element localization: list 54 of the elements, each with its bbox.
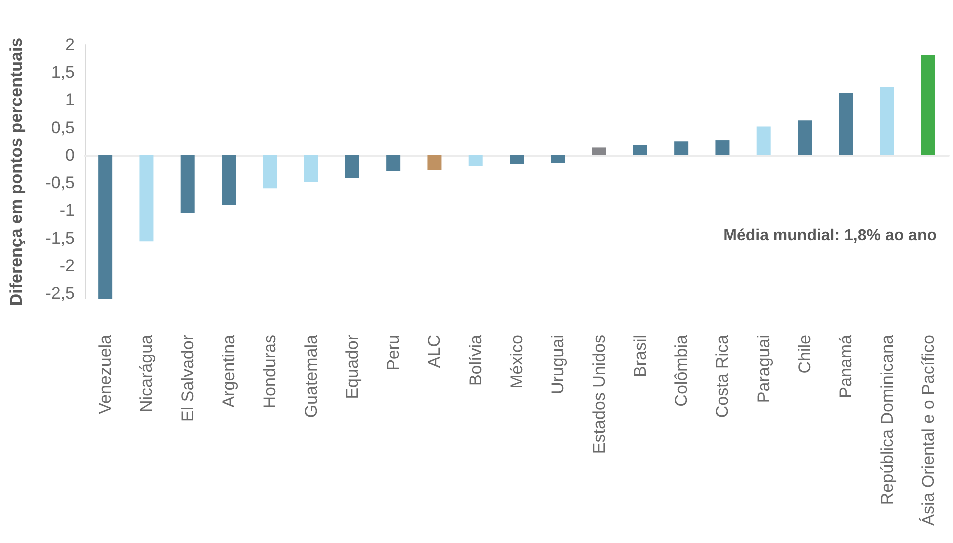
bar (716, 140, 730, 156)
y-tick-label: 1 (66, 90, 75, 110)
x-tick-label: Peru (384, 335, 404, 371)
bar (510, 155, 524, 164)
x-tick-label: Paraguai (754, 335, 774, 404)
bar (798, 120, 812, 156)
x-tick-label: Costa Rica (713, 334, 732, 418)
y-tick-label: -1 (60, 201, 75, 220)
bar (551, 155, 566, 164)
bar (921, 54, 936, 156)
bar (180, 155, 195, 214)
x-tick-label: Colômbia (672, 334, 692, 407)
bar (386, 155, 401, 172)
y-tick-label: 1,5 (51, 63, 75, 82)
y-tick-label: -0,5 (46, 174, 75, 193)
x-tick-label: ALC (425, 335, 444, 368)
annotation: Média mundial: 1,8% ao ano (724, 228, 938, 244)
y-tick-label: 0 (66, 146, 75, 165)
bar (839, 93, 854, 156)
x-tick-label: Estados Unidos (590, 335, 609, 454)
x-tick-label: Uruguai (548, 335, 568, 395)
bar (345, 155, 360, 178)
x-tick-label: Honduras (260, 335, 280, 409)
x-tick-label: Bolívia (466, 334, 486, 386)
bar (756, 126, 771, 156)
bar (263, 155, 278, 189)
bar (428, 155, 442, 170)
x-tick-label: Nicarágua (137, 334, 156, 412)
y-tick-label: -1,5 (46, 228, 75, 248)
bar (140, 155, 154, 242)
x-tick-label: Equador (342, 334, 362, 400)
bar (304, 155, 318, 182)
bar (880, 86, 894, 156)
x-tick-label: Venezuela (96, 334, 116, 414)
bar (222, 155, 236, 206)
bar (98, 155, 113, 299)
x-tick-label: Guatemala (302, 334, 321, 418)
y-tick-label: 0,5 (51, 118, 75, 138)
x-tick-label: Chile (796, 335, 814, 374)
x-tick-label: Ásia Oriental e o Pacífico (918, 335, 938, 526)
y-tick-label: -2,5 (46, 284, 75, 303)
x-tick-label: El Salvador (178, 334, 198, 422)
x-tick-label: Argentina (220, 334, 238, 408)
x-tick-label: México (508, 335, 526, 389)
bar (674, 142, 689, 156)
bar (592, 148, 606, 156)
y-tick-label: 2 (66, 36, 75, 54)
y-axis-title: Diferença em pontos percentuais (7, 38, 26, 306)
x-tick-label: Brasil (630, 335, 650, 378)
y-tick-label: -2 (60, 256, 75, 276)
bar (633, 145, 648, 156)
x-tick-label: República Dominicana (878, 334, 897, 506)
bar (468, 155, 483, 166)
x-tick-label: Panamá (836, 334, 856, 398)
